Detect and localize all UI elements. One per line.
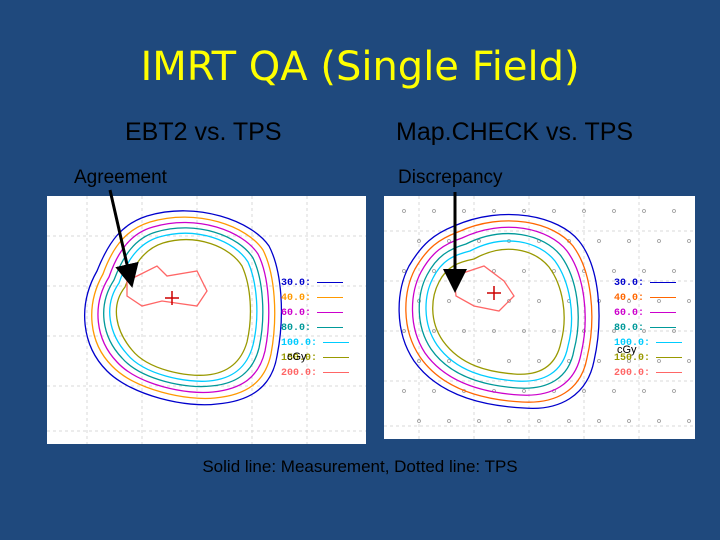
left-subtitle: EBT2 vs. TPS — [125, 118, 282, 146]
legend-swatch — [323, 341, 350, 343]
legend-swatch — [650, 296, 677, 298]
legend-swatch — [656, 356, 683, 358]
legend-swatch — [656, 371, 683, 373]
legend-swatch — [323, 356, 350, 358]
legend-swatch — [317, 311, 344, 313]
legend-entry: 80.0: — [281, 321, 349, 336]
legend-label: 150.0: — [281, 353, 318, 364]
legend-entry: 200.0: — [614, 366, 683, 381]
legend-swatch — [650, 281, 677, 283]
right-unit: cGy — [617, 344, 637, 356]
legend-label: 60.0: — [614, 308, 645, 319]
ebt2-isodose-image: 30.0: 40.0: 60.0: 80.0: 100.0: 150.0: 20… — [47, 196, 366, 444]
legend-entry: 100.0: — [281, 336, 350, 351]
legend-label: 60.0: — [281, 308, 312, 319]
legend-swatch — [317, 296, 344, 298]
right-subtitle: Map.CHECK vs. TPS — [396, 118, 634, 146]
legend-entry: 30.0: — [614, 276, 682, 291]
legend-swatch — [323, 371, 350, 373]
legend-label: 200.0: — [281, 368, 318, 379]
left-legend: 30.0: 40.0: 60.0: 80.0: 100.0: 150.0: 20… — [281, 276, 350, 381]
legend-entry: 60.0: — [614, 306, 682, 321]
legend-label: 200.0: — [614, 368, 651, 379]
legend-label: 40.0: — [614, 293, 645, 304]
right-annotation: Discrepancy — [398, 167, 503, 188]
legend-swatch — [650, 326, 677, 328]
legend-label: 30.0: — [614, 278, 645, 289]
left-unit: cGy — [287, 351, 307, 363]
legend-entry: 80.0: — [614, 321, 682, 336]
legend-label: 80.0: — [281, 323, 312, 334]
legend-entry: 40.0: — [281, 291, 349, 306]
legend-entry: 100.0: — [614, 336, 683, 351]
slide-title: IMRT QA (Single Field) — [140, 44, 580, 90]
caption: Solid line: Measurement, Dotted line: TP… — [202, 457, 518, 476]
legend-swatch — [650, 311, 677, 313]
left-annotation: Agreement — [74, 167, 167, 188]
legend-entry: 30.0: — [281, 276, 349, 291]
legend-label: 150.0: — [614, 353, 651, 364]
legend-swatch — [317, 281, 344, 283]
legend-label: 40.0: — [281, 293, 312, 304]
legend-entry: 200.0: — [281, 366, 350, 381]
legend-entry: 60.0: — [281, 306, 349, 321]
legend-label: 80.0: — [614, 323, 645, 334]
legend-swatch — [656, 341, 683, 343]
legend-label: 30.0: — [281, 278, 312, 289]
legend-swatch — [317, 326, 344, 328]
mapcheck-isodose-image: 30.0: 40.0: 60.0: 80.0: 100.0: 150.0: 20… — [384, 196, 695, 439]
right-legend: 30.0: 40.0: 60.0: 80.0: 100.0: 150.0: 20… — [614, 276, 683, 381]
legend-entry: 150.0: — [281, 351, 350, 366]
legend-label: 100.0: — [614, 338, 651, 349]
legend-label: 100.0: — [281, 338, 318, 349]
legend-entry: 150.0: — [614, 351, 683, 366]
legend-entry: 40.0: — [614, 291, 682, 306]
